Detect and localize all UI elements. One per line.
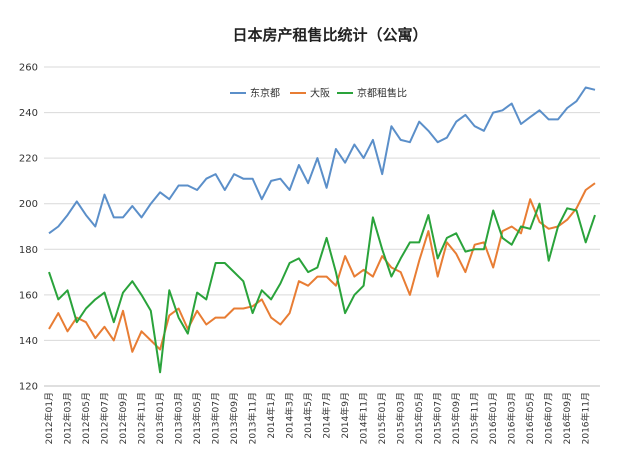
legend-label-2: 京都租售比 [357,87,407,100]
x-tick-label: 2012年03月 [62,392,74,444]
x-tick-label: 2015年07月 [432,392,444,444]
y-tick-label: 160 [19,290,38,301]
x-tick-label: 2013年03月 [173,392,185,444]
x-tick-label: 2016年07月 [543,392,555,444]
y-tick-label: 220 [19,154,38,165]
series-line-0 [48,86,596,235]
chart-title: 日本房产租售比统计（公寓） [232,26,427,44]
x-tick-label: 2015年05月 [413,392,425,444]
x-tick-label: 2012年01月 [43,392,55,444]
x-axis-ticks: 2012年01月 2012年03月 2012年05月 2012年07月 2012年09月… [43,392,592,444]
x-tick-label: 2013年01月 [154,392,166,444]
x-tick-label: 2012年07月 [99,392,111,444]
y-tick-label: 140 [19,336,38,347]
y-tick-label: 200 [19,199,38,210]
x-tick-label: 2016年01月 [487,392,499,444]
x-tick-label: 2013年05月 [191,392,203,444]
plot-lines [48,86,596,374]
y-tick-label: 260 [19,63,38,74]
y-tick-label: 240 [19,108,38,119]
x-tick-label: 2014年9月 [339,392,351,439]
series-line-2 [48,202,596,374]
x-tick-label: 2014年3月 [284,392,296,439]
x-tick-label: 2013年11月 [247,392,259,444]
x-tick-label: 2016年11月 [580,392,592,444]
x-tick-label: 2016年03月 [506,392,518,444]
x-tick-label: 2015年01月 [376,392,388,444]
y-axis-ticks: 120 140 160 180 200 220 240 260 [19,63,38,393]
x-tick-label: 2013年09月 [228,392,240,444]
x-tick-label: 2016年09月 [561,392,573,444]
y-tick-label: 180 [19,245,38,256]
x-tick-label: 2014年11月 [358,392,370,444]
x-tick-label: 2012年05月 [80,392,92,444]
y-tick-label: 120 [19,382,38,393]
x-tick-label: 2015年11月 [469,392,481,444]
x-tick-label: 2014年5月 [302,392,314,439]
legend: 东京都 大阪 京都租售比 [230,87,407,100]
x-tick-label: 2015年03月 [395,392,407,444]
series-line-1 [48,182,596,353]
x-tick-label: 2013年07月 [210,392,222,444]
x-tick-label: 2014年7月 [321,392,333,439]
x-tick-label: 2016年05月 [524,392,536,444]
x-tick-label: 2014年1月 [265,392,277,439]
legend-label-1: 大阪 [310,87,330,100]
legend-label-0: 东京都 [250,87,280,100]
x-tick-label: 2012年09月 [117,392,129,444]
x-tick-label: 2015年09月 [450,392,462,444]
x-tick-label: 2012年11月 [136,392,148,444]
